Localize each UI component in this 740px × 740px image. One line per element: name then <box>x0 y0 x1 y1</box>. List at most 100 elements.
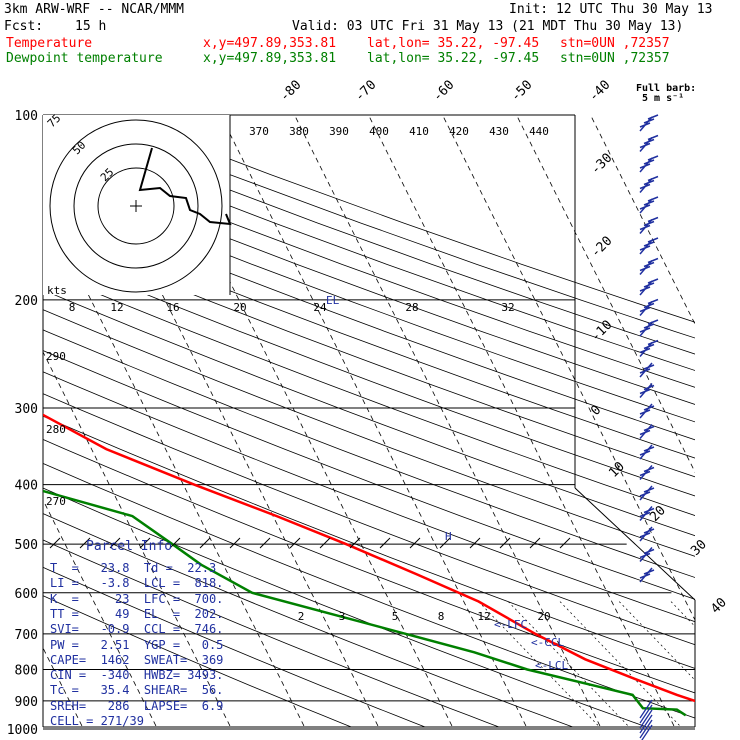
wind-barb <box>639 704 653 724</box>
wind-barb-flag <box>647 114 659 120</box>
dry-adiabat-line <box>43 439 695 694</box>
theta-label: 410 <box>409 125 429 138</box>
theta-label: 420 <box>449 125 469 138</box>
wind-barb-flag <box>643 302 655 309</box>
hatch-mark <box>349 537 361 549</box>
wind-barb-flag <box>643 159 655 165</box>
dry-adiabat-line <box>43 289 695 537</box>
dry-adiabat-line <box>43 462 695 719</box>
hodograph-trace <box>138 147 232 226</box>
wind-barb-flag <box>647 237 659 243</box>
hodograph-axis-label: 16 <box>166 301 179 314</box>
wind-barb-flag <box>643 487 655 493</box>
hatch-mark <box>529 537 541 549</box>
init-time: Init: 12 UTC Thu 30 May 13 <box>509 2 713 17</box>
pressure-tick-label: 300 <box>15 402 38 417</box>
pressure-tick-label: 800 <box>15 663 38 678</box>
wind-barb-flag <box>647 134 659 141</box>
wind-barb-flag <box>639 183 651 190</box>
wind-barbs <box>49 114 659 740</box>
theta-label: 370 <box>249 125 269 138</box>
wind-barb-flag <box>647 196 659 202</box>
mixing-ratio-label: 20 <box>537 610 550 623</box>
wind-barb-flag <box>639 532 651 538</box>
theta-label: 430 <box>489 125 509 138</box>
isotherm-tick-label: 0 <box>588 403 604 419</box>
wind-barb-flag <box>643 282 655 288</box>
hatch-mark <box>139 537 151 549</box>
forecast-label: Fcst: <box>4 19 44 34</box>
wind-barb-flag <box>643 138 655 145</box>
wind-barb-flag <box>639 163 651 169</box>
parcel-info-row: K = 23 LFC = 700. <box>50 591 224 606</box>
wind-barb-flag <box>647 339 659 346</box>
pressure-tick-label: 900 <box>15 695 38 710</box>
wind-barb-flag <box>639 429 651 436</box>
wind-barb-flag <box>643 220 655 227</box>
wind-barb-flag <box>647 278 659 284</box>
isotherm-tick-label: 20 <box>647 503 669 525</box>
full-barb-value: 5 m s⁻¹ <box>642 93 685 104</box>
wind-barb-flag <box>639 306 651 313</box>
mixing-ratio-label: 2 <box>298 610 305 623</box>
dry-adiabat-line <box>43 215 695 459</box>
hatch-mark <box>259 537 271 549</box>
wind-barb-flag <box>643 466 655 473</box>
wind-barb-flag <box>643 569 655 575</box>
wind-barb-flag <box>639 511 651 518</box>
hodograph-axis-label: 20 <box>233 301 246 314</box>
theta-label: 440 <box>529 125 549 138</box>
hodograph-axis-label: 32 <box>501 301 514 314</box>
dry-adiabat-line <box>43 393 695 646</box>
wind-barb-flag <box>647 216 659 223</box>
hodograph-ring <box>97 167 175 245</box>
wind-barb-flag <box>639 265 651 272</box>
wind-barb-flag <box>643 528 655 534</box>
wind-barb-flag <box>639 388 651 395</box>
dry-adiabat-label: 290 <box>46 350 66 363</box>
wind-barb-flag <box>643 261 655 268</box>
hodograph-axis-label: 24 <box>313 301 327 314</box>
dry-adiabat-line <box>43 539 501 727</box>
parcel-info-row: T = 23.8 Td = 22.3 <box>50 561 217 575</box>
parcel-info-title: Parcel Info <box>86 539 173 554</box>
temp-station: stn=0UN ,72357 <box>560 36 670 51</box>
parcel-info-row: SVI= -0.9 CCL = 746. <box>50 622 224 637</box>
dry-adiabat-line <box>43 164 695 405</box>
dry-adiabat-line <box>43 233 695 478</box>
hatch-mark <box>289 537 301 549</box>
wind-barb-flag <box>643 241 655 247</box>
dry-adiabat-label: 280 <box>46 423 66 436</box>
dry-adiabat-line <box>43 329 695 578</box>
hatch-mark <box>469 537 481 549</box>
dry-adiabat-line <box>43 181 695 423</box>
isotherm-tick-label: -80 <box>277 78 304 105</box>
theta-label: 390 <box>329 125 349 138</box>
legend-temperature: Temperature <box>6 36 93 51</box>
dew-xy: x,y=497.89,353.81 <box>203 51 337 66</box>
wind-barb-flag <box>643 323 655 329</box>
parcel-info-row: CIN = -340 HWBZ= 3493. <box>50 668 224 683</box>
wind-barb-flag <box>643 425 655 432</box>
forecast-hour: 15 h <box>75 19 107 34</box>
parcel-info-row: Tc = 35.4 SHEAR= 56. <box>50 683 224 698</box>
valid-time: Valid: 03 UTC Fri 31 May 13 (21 MDT Thu … <box>292 19 684 34</box>
hatch-mark <box>499 537 511 549</box>
isotherm-tick-label: 40 <box>708 595 730 617</box>
pressure-tick-label: 1000 <box>7 723 38 738</box>
dry-adiabat-line <box>43 415 695 669</box>
isotherm-tick-label: -50 <box>508 78 535 105</box>
parcel-info-row: TT = 49 EL = 202. <box>50 606 224 621</box>
mixing-ratio-label: 5 <box>392 610 399 623</box>
parcel-info-row: SREH= 286 LAPSE= 6.9 <box>50 698 224 713</box>
dry-adiabats <box>43 115 695 727</box>
wind-barb-flag <box>643 200 655 206</box>
wind-barb-flag <box>647 319 659 325</box>
wind-barb-flag <box>643 343 655 350</box>
temperature-profile <box>43 413 695 703</box>
wind-barb <box>639 709 653 729</box>
el-marker: EL <box>326 294 340 307</box>
dewpoint-profile <box>43 489 687 717</box>
wind-barb-flag <box>643 548 655 555</box>
